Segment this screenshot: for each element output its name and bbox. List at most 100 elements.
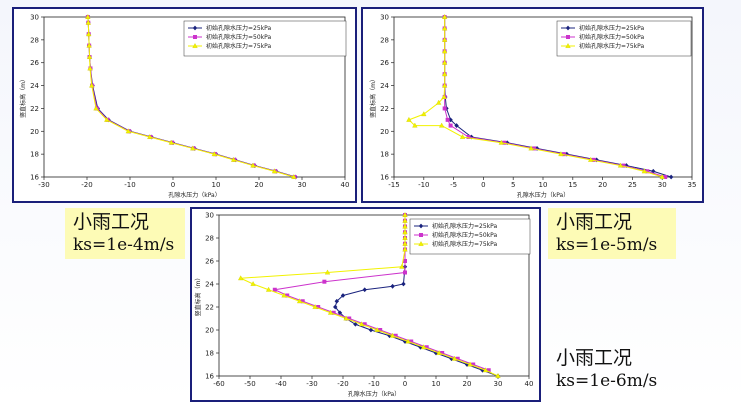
caption-ks-1e-4: 小雨工况 ks=1e-4m/s — [65, 208, 185, 259]
data-point — [440, 351, 445, 355]
data-point — [532, 146, 537, 151]
x-tick-label: 0 — [403, 380, 407, 388]
data-point — [558, 151, 564, 157]
legend-marker — [566, 35, 570, 39]
data-point — [211, 151, 217, 157]
data-point — [528, 145, 534, 151]
data-point — [374, 327, 380, 332]
data-point — [448, 117, 453, 123]
x-tick-label: -20 — [81, 181, 92, 189]
data-point — [561, 152, 566, 157]
x-tick-label: -60 — [213, 380, 224, 388]
y-tick-label: 30 — [30, 14, 39, 22]
data-point — [347, 316, 352, 321]
legend-box — [556, 20, 692, 57]
y-axis-label: 竖直标高（m） — [369, 76, 377, 118]
legend-marker — [418, 223, 424, 229]
x-tick-label: -30 — [306, 380, 317, 388]
data-point — [663, 175, 668, 179]
data-point — [442, 59, 448, 65]
x-tick-label: 20 — [255, 181, 264, 189]
data-point — [482, 367, 489, 373]
data-point — [343, 315, 349, 321]
legend-marker — [192, 43, 198, 48]
data-point — [387, 333, 392, 339]
x-tick-label: 30 — [494, 380, 503, 388]
x-tick-label: -15 — [388, 181, 399, 189]
x-axis-label: 孔隙水压力（kPa） — [517, 191, 570, 199]
data-point — [445, 117, 450, 122]
data-point — [588, 156, 594, 162]
y-tick-label: 22 — [30, 105, 39, 113]
data-point — [442, 106, 447, 111]
x-tick-label: 40 — [525, 380, 534, 388]
chart-ks-1e-5: -15 -10 -5 0 5 10 15 20 25 30 35 16 18 20 22 24 26 28 30 孔隙… — [369, 14, 696, 200]
y-tick-label: 24 — [30, 82, 39, 90]
data-point — [327, 309, 334, 315]
data-point — [442, 48, 448, 54]
x-tick-label: -10 — [418, 181, 429, 189]
data-point — [659, 174, 665, 179]
data-point — [86, 54, 93, 59]
legend-entry: 初始孔隙水压力=25kPa — [206, 24, 271, 32]
legend-entry: 初始孔隙水压力=25kPa — [432, 222, 497, 230]
data-point — [85, 19, 91, 25]
y-tick-label: 18 — [205, 350, 214, 358]
x-tick-label: 30 — [658, 181, 667, 189]
y-tick-label: 18 — [30, 151, 39, 159]
data-point — [467, 361, 473, 367]
y-tick-label: 26 — [30, 59, 39, 67]
data-point — [651, 168, 656, 174]
data-point — [403, 259, 407, 263]
y-tick-label: 30 — [380, 14, 389, 22]
data-point — [333, 304, 338, 310]
caption-ks: ks=1e-4m/s — [73, 234, 175, 255]
data-point — [362, 322, 367, 327]
data-point — [402, 212, 408, 217]
y-tick-label: 16 — [30, 174, 39, 182]
legend-marker — [192, 25, 198, 31]
data-point — [436, 99, 442, 105]
data-point — [645, 169, 650, 174]
data-point — [421, 111, 427, 117]
data-point — [250, 281, 256, 286]
data-point — [406, 116, 412, 122]
x-tick-label: -5 — [450, 181, 457, 189]
data-point — [448, 123, 453, 128]
data-point — [402, 235, 408, 240]
data-point — [439, 122, 445, 128]
data-point — [402, 223, 408, 229]
legend-entry: 初始孔隙水压力=75kPa — [579, 42, 644, 50]
data-point — [86, 31, 92, 37]
legend-entry: 初始孔隙水压力=25kPa — [579, 24, 644, 32]
data-point — [390, 283, 395, 289]
x-tick-label: -20 — [337, 380, 348, 388]
y-tick-label: 28 — [30, 36, 39, 44]
data-point — [442, 82, 448, 88]
y-tick-label: 20 — [30, 128, 39, 136]
data-point — [455, 356, 460, 361]
x-tick-label: 20 — [463, 380, 472, 388]
data-point — [399, 263, 405, 269]
data-point — [389, 332, 396, 338]
data-point — [617, 162, 624, 168]
legend-box — [183, 20, 347, 57]
caption-title: 小雨工况 — [73, 211, 150, 233]
x-axis-label: 孔隙水压力（kPa） — [168, 191, 221, 199]
data-point — [442, 71, 448, 77]
data-point — [442, 36, 448, 42]
y-tick-label: 22 — [205, 304, 214, 312]
data-point — [168, 139, 174, 145]
x-tick-label: 0 — [481, 181, 485, 189]
series-3 — [238, 212, 501, 378]
data-point — [442, 14, 448, 19]
data-point — [668, 174, 674, 180]
data-point — [402, 240, 408, 246]
y-axis-label: 竖直标高（m） — [19, 76, 27, 118]
x-tick-label: -30 — [38, 181, 49, 189]
data-point — [93, 105, 99, 111]
y-tick-label: 28 — [380, 36, 389, 44]
data-point — [89, 82, 95, 88]
